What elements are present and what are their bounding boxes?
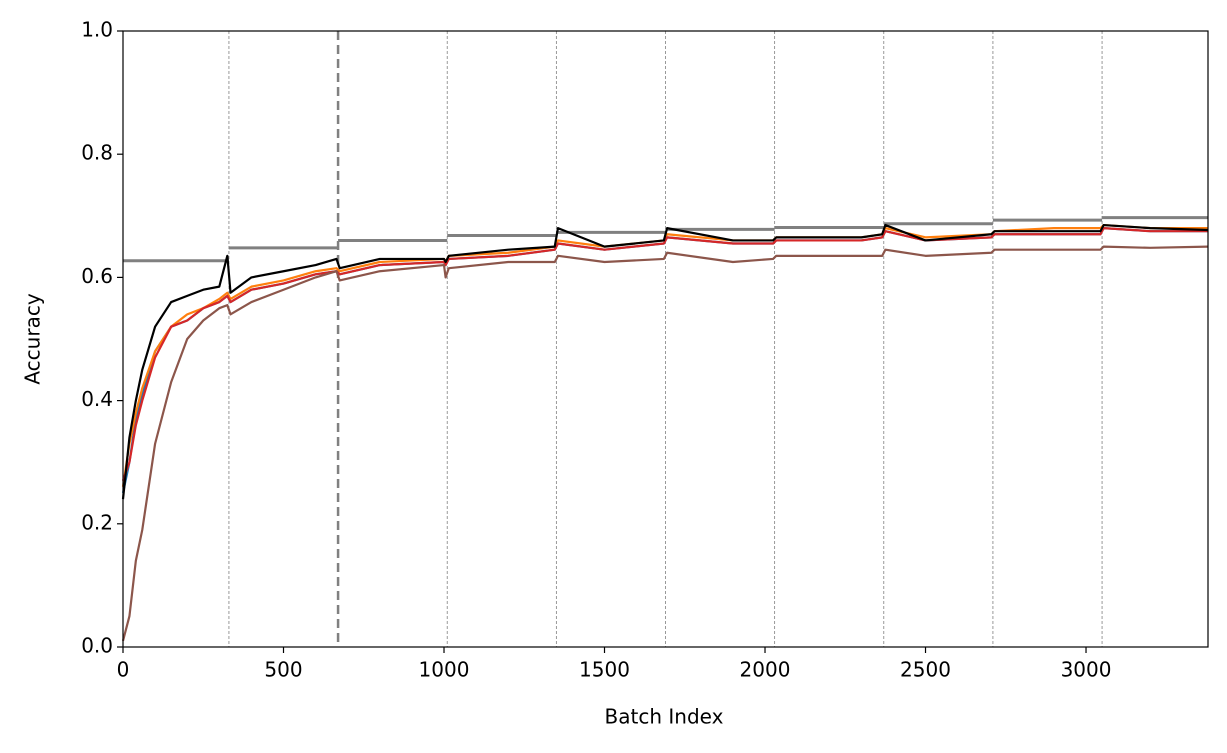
- y-axis-label: Accuracy: [21, 293, 45, 384]
- plot-frame: [122, 30, 1209, 648]
- x-tick-label: 1500: [579, 658, 630, 682]
- x-tick-label: 0: [117, 658, 130, 682]
- series-line: [121, 223, 1208, 488]
- series-line: [121, 245, 1209, 642]
- y-tick-label: 0.2: [81, 510, 113, 534]
- series-line: [121, 223, 1209, 500]
- y-tick-label: 1.0: [81, 18, 113, 42]
- series-line: [121, 227, 1208, 482]
- x-axis-label: Batch Index: [605, 705, 724, 729]
- y-tick-label: 0.6: [81, 264, 113, 288]
- y-tick-label: 0.8: [81, 141, 113, 165]
- y-tick-label: 0.0: [81, 634, 113, 658]
- x-tick-label: 3000: [1061, 658, 1112, 682]
- step-line: [123, 216, 1208, 263]
- x-tick-label: 1000: [419, 658, 470, 682]
- x-tick-label: 500: [264, 658, 302, 682]
- y-tick-label: 0.4: [81, 387, 113, 411]
- x-tick-label: 2500: [900, 658, 951, 682]
- x-tick-label: 2000: [740, 658, 791, 682]
